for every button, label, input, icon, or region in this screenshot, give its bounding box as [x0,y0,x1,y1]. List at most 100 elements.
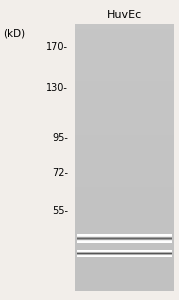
Bar [75,149,174,151]
Bar [75,47,174,49]
Bar [75,169,174,171]
Bar [75,49,174,51]
Bar [75,173,174,175]
Bar [75,40,174,42]
Bar [75,219,174,221]
Text: HuvEc: HuvEc [107,11,142,20]
Bar [75,207,174,208]
Bar [75,262,174,264]
Bar [75,180,174,182]
Bar [75,271,174,273]
Bar [75,212,174,214]
Bar [75,51,174,53]
Bar [75,167,174,169]
Bar [75,92,174,94]
Text: (kD): (kD) [4,28,26,38]
Bar [75,282,174,284]
Bar [75,126,174,128]
Bar [75,185,174,187]
Bar [75,83,174,85]
Bar [75,37,174,38]
Bar [75,139,174,140]
Bar [75,230,174,232]
Bar [75,112,174,114]
Bar [75,130,174,131]
Bar [75,284,174,286]
Bar [75,55,174,56]
Bar [75,44,174,46]
Bar [75,275,174,277]
Bar [75,214,174,216]
Bar [75,225,174,226]
Bar [75,268,174,269]
Text: 95-: 95- [52,133,68,143]
Bar [75,200,174,201]
Bar [75,135,174,137]
Bar [75,191,174,192]
Bar [75,194,174,196]
Bar [75,289,174,291]
Bar [75,203,174,205]
Bar [75,69,174,70]
Bar [75,24,174,26]
Bar [75,189,174,191]
Bar [75,248,174,250]
Bar [75,103,174,105]
Bar [75,244,174,246]
Bar [75,176,174,178]
Bar [75,236,174,237]
Bar [75,178,174,180]
Bar [75,286,174,287]
Bar [75,61,174,63]
Bar [75,140,174,142]
Bar [75,85,174,87]
Bar [75,110,174,112]
Bar [75,74,174,76]
Bar [75,94,174,96]
Bar [75,162,174,164]
Bar [75,121,174,123]
Bar [75,72,174,74]
Bar [75,81,174,83]
Bar [75,67,174,69]
Bar [75,96,174,98]
Bar [75,148,174,149]
Text: 170-: 170- [46,41,68,52]
Bar [75,237,174,239]
Bar [75,65,174,67]
Bar [75,78,174,80]
Bar [75,123,174,124]
Bar [75,153,174,155]
Bar [75,142,174,144]
Bar [75,205,174,207]
Bar [75,287,174,289]
Bar [75,216,174,218]
Bar [75,259,174,260]
Bar [75,53,174,55]
Bar [75,56,174,58]
Bar [75,201,174,203]
Bar [75,42,174,44]
Bar [75,90,174,92]
Text: 72-: 72- [52,167,68,178]
Bar [75,187,174,189]
Bar [75,88,174,90]
Bar [75,63,174,65]
Bar [75,264,174,266]
Bar [75,46,174,47]
Bar [75,278,174,280]
Bar [75,99,174,101]
Bar [75,243,174,244]
Bar [75,228,174,230]
Bar [75,218,174,219]
Bar [75,87,174,88]
Bar [75,196,174,198]
Bar [75,131,174,133]
Bar [75,184,174,185]
Bar [75,250,174,252]
Bar [75,137,174,139]
Bar [75,164,174,166]
Bar [75,38,174,40]
Bar [75,260,174,262]
Bar [75,117,174,119]
